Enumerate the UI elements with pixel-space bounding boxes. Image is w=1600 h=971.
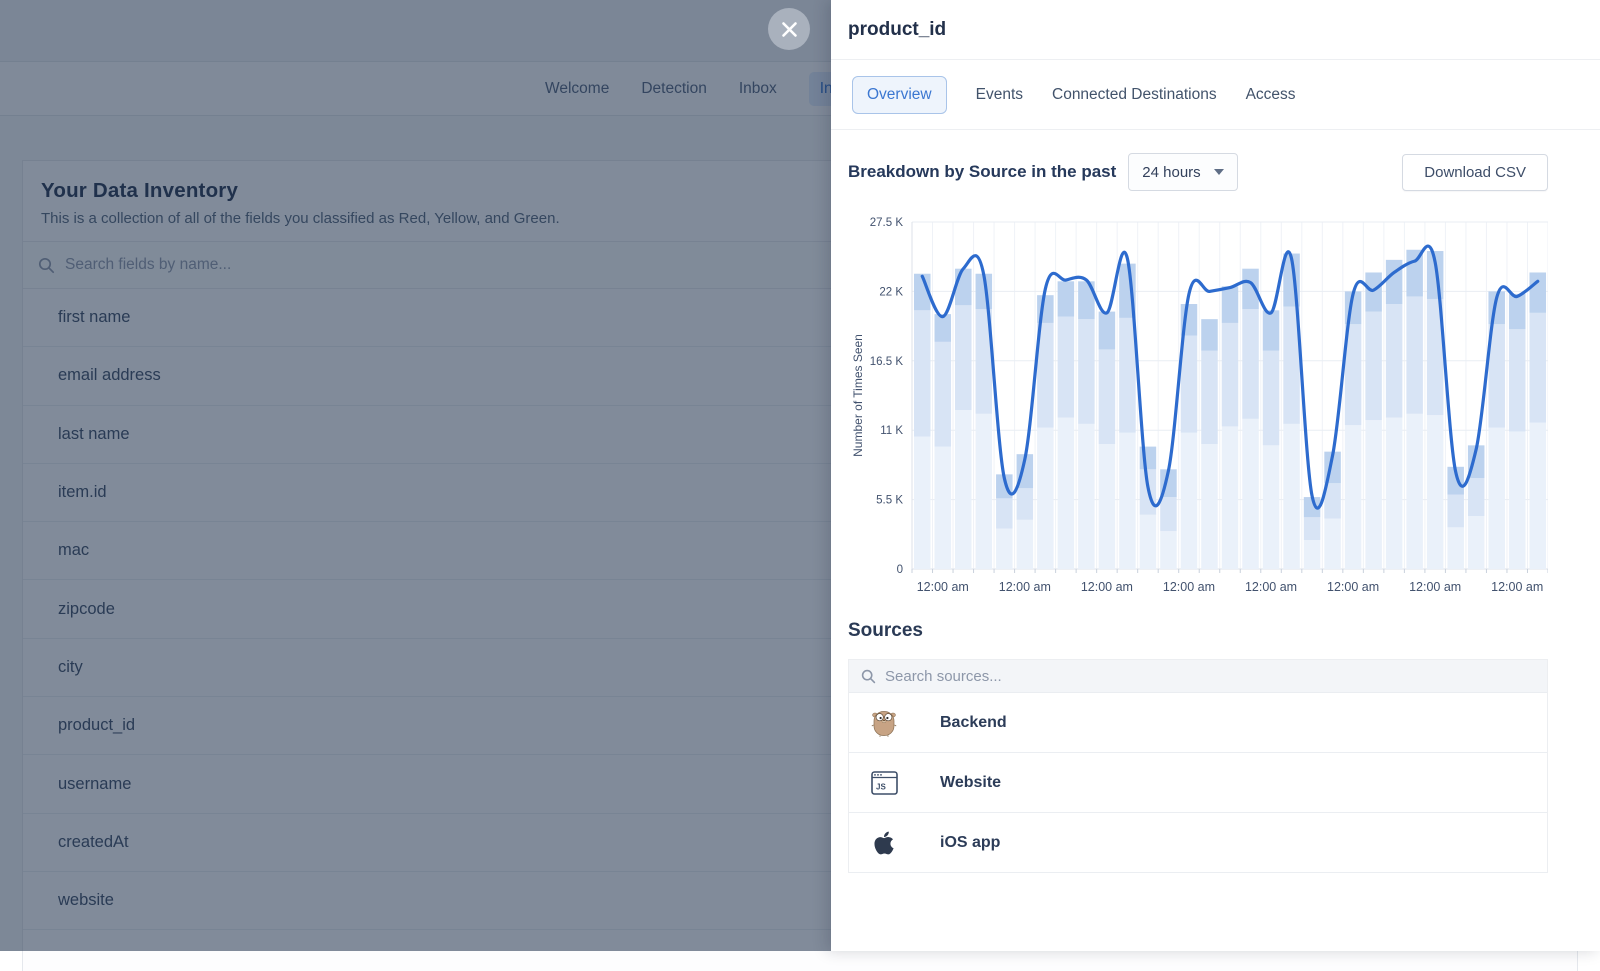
svg-text:16.5 K: 16.5 K [870, 356, 904, 368]
source-row-website[interactable]: JS Website [849, 753, 1547, 813]
download-csv-button[interactable]: Download CSV [1402, 153, 1548, 191]
js-browser-icon: JS [870, 769, 898, 797]
panel-tabs: Overview Events Connected Destinations Acce… [831, 60, 1600, 130]
panel-header: product_id [831, 0, 1600, 60]
chevron-down-icon [1213, 169, 1224, 175]
source-row-backend[interactable]: Backend [849, 693, 1547, 753]
svg-text:JS: JS [876, 782, 886, 791]
search-icon [861, 669, 876, 683]
sources-section: Sources Back [848, 620, 1548, 873]
source-label: Backend [940, 713, 1007, 731]
svg-text:12:00 am: 12:00 am [1081, 580, 1133, 594]
svg-text:0: 0 [897, 564, 903, 576]
svg-text:12:00 am: 12:00 am [1327, 580, 1379, 594]
svg-text:12:00 am: 12:00 am [1409, 580, 1461, 594]
apple-icon [870, 829, 898, 857]
svg-text:12:00 am: 12:00 am [1245, 580, 1297, 594]
field-detail-panel: product_id Overview Events Connected Desti… [831, 0, 1600, 951]
gopher-icon [870, 709, 898, 737]
source-row-ios-app[interactable]: iOS app [849, 813, 1547, 873]
source-label: Website [940, 773, 1002, 791]
tab-connected-destinations[interactable]: Connected Destinations [1052, 85, 1217, 103]
breakdown-chart: 0 5.5 K 11 K 16.5 K 22 K 27.5 K Number of Time… [848, 207, 1549, 605]
svg-text:5.5 K: 5.5 K [876, 495, 903, 507]
svg-text:12:00 am: 12:00 am [1163, 580, 1215, 594]
svg-text:11 K: 11 K [880, 425, 903, 437]
close-icon [781, 21, 797, 37]
time-range-select[interactable]: 24 hours [1128, 153, 1238, 191]
close-button[interactable] [768, 8, 810, 50]
sources-heading: Sources [848, 620, 923, 641]
svg-text:22 K: 22 K [879, 286, 903, 298]
sources-search-input[interactable] [885, 667, 1385, 685]
svg-text:27.5 K: 27.5 K [870, 217, 904, 229]
svg-text:12:00 am: 12:00 am [1491, 580, 1543, 594]
tab-access[interactable]: Access [1245, 85, 1296, 103]
chart-title: Breakdown by Source in the past [848, 162, 1117, 181]
tab-overview[interactable]: Overview [852, 75, 947, 114]
chart-header: Breakdown by Source in the past 24 hours… [848, 152, 1548, 192]
panel-title: product_id [848, 18, 947, 40]
source-label: iOS app [940, 833, 1001, 851]
sources-search-row[interactable] [849, 660, 1547, 693]
svg-text:12:00 am: 12:00 am [999, 580, 1051, 594]
sources-list: Backend JS Website iOS app [848, 659, 1548, 873]
svg-text:12:00 am: 12:00 am [917, 580, 969, 594]
tab-events[interactable]: Events [975, 85, 1023, 103]
svg-text:Number of Times Seen: Number of Times Seen [851, 334, 865, 457]
time-range-value: 24 hours [1142, 163, 1201, 181]
chart-canvas: 0 5.5 K 11 K 16.5 K 22 K 27.5 K Number of Time… [851, 217, 1549, 594]
